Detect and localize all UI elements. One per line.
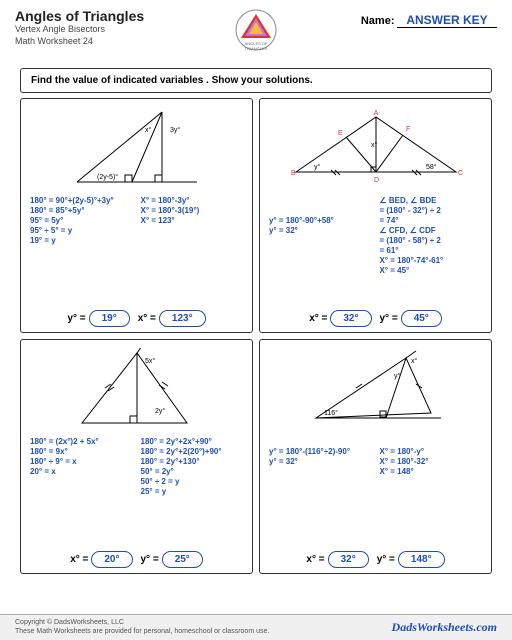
work-4b: X° = 180°-y°X° = 180°-32°X° = 148° bbox=[380, 437, 483, 545]
diagram-2: A B C D E F x° y° 58° bbox=[265, 104, 486, 194]
answer-1b: 123° bbox=[159, 310, 206, 327]
diagram-1: x° 3y° (2y-5)° bbox=[26, 104, 247, 194]
svg-text:E: E bbox=[338, 130, 343, 137]
answers-1: y° =19° x° =123° bbox=[26, 306, 247, 327]
svg-text:C: C bbox=[458, 170, 463, 177]
problem-grid: x° 3y° (2y-5)° 180° = 90°+(2y-5)°+3y°180… bbox=[0, 98, 512, 574]
title-block: Angles of Triangles Vertex Angle Bisecto… bbox=[15, 8, 223, 58]
subtitle-2: Math Worksheet 24 bbox=[15, 36, 223, 48]
page-title: Angles of Triangles bbox=[15, 8, 223, 24]
header: Angles of Triangles Vertex Angle Bisecto… bbox=[0, 0, 512, 63]
diagram-3: 5x° 2y° bbox=[26, 345, 247, 435]
instruction: Find the value of indicated variables . … bbox=[20, 68, 492, 93]
problem-1: x° 3y° (2y-5)° 180° = 90°+(2y-5)°+3y°180… bbox=[20, 98, 253, 333]
answer-3b: 25° bbox=[162, 551, 203, 568]
problem-4: x° y° 116° y° = 180°-(116°÷2)-90°y° = 32… bbox=[259, 339, 492, 574]
svg-text:x°: x° bbox=[411, 357, 418, 365]
svg-text:D: D bbox=[374, 177, 379, 184]
work-2b: ∠ BED, ∠ BDE= (180° - 32°) ÷ 2= 74°∠ CFD… bbox=[380, 196, 483, 304]
answer-3a: 20° bbox=[91, 551, 132, 568]
problem-2: A B C D E F x° y° 58° y° = 180°-90°+58°y… bbox=[259, 98, 492, 333]
subtitle-1: Vertex Angle Bisectors bbox=[15, 24, 223, 36]
answer-4b: 148° bbox=[398, 551, 445, 568]
work-1a: 180° = 90°+(2y-5)°+3y°180° = 85°+5y°95° … bbox=[30, 196, 133, 304]
problem-3: 5x° 2y° 180° = (2x°)2 + 5x°180° = 9x°180… bbox=[20, 339, 253, 574]
name-label: Name: bbox=[361, 15, 395, 27]
answer-2b: 45° bbox=[401, 310, 442, 327]
answer-4a: 32° bbox=[328, 551, 369, 568]
svg-text:5x°: 5x° bbox=[145, 357, 155, 365]
work-1b: X° = 180°-3y°X° = 180°-3(19°)X° = 123° bbox=[141, 196, 244, 304]
svg-text:B: B bbox=[291, 170, 296, 177]
footer: Copyright © DadsWorksheets, LLC These Ma… bbox=[0, 614, 512, 640]
work-1: 180° = 90°+(2y-5)°+3y°180° = 85°+5y°95° … bbox=[26, 194, 247, 306]
svg-text:y°: y° bbox=[314, 163, 321, 171]
answer-1a: 19° bbox=[89, 310, 130, 327]
work-2a: y° = 180°-90°+58°y° = 32° bbox=[269, 196, 372, 304]
work-3: 180° = (2x°)2 + 5x°180° = 9x°180° ÷ 9° =… bbox=[26, 435, 247, 547]
answer-2a: 32° bbox=[330, 310, 371, 327]
answers-2: x° =32° y° =45° bbox=[265, 306, 486, 327]
diagram-4: x° y° 116° bbox=[265, 345, 486, 435]
work-4a: y° = 180°-(116°÷2)-90°y° = 32° bbox=[269, 437, 372, 545]
work-3b: 180° = 2y°+2x°+90°180° = 2y°+2(20°)+90°1… bbox=[141, 437, 244, 545]
logo: ANGLES OF TRIANGLES bbox=[231, 8, 281, 58]
svg-text:3y°: 3y° bbox=[170, 126, 180, 134]
answer-key: ANSWER KEY bbox=[397, 13, 497, 28]
footer-brand: DadsWorksheets.com bbox=[392, 620, 497, 635]
svg-text:F: F bbox=[406, 126, 410, 133]
svg-text:(2y-5)°: (2y-5)° bbox=[97, 173, 118, 181]
answers-3: x° =20° y° =25° bbox=[26, 547, 247, 568]
svg-text:x°: x° bbox=[145, 126, 152, 134]
svg-text:A: A bbox=[373, 110, 378, 117]
footer-text: Copyright © DadsWorksheets, LLC These Ma… bbox=[15, 619, 269, 636]
work-2: y° = 180°-90°+58°y° = 32° ∠ BED, ∠ BDE= … bbox=[265, 194, 486, 306]
svg-text:2y°: 2y° bbox=[155, 407, 165, 415]
svg-text:y°: y° bbox=[394, 372, 401, 380]
svg-text:116°: 116° bbox=[324, 409, 338, 417]
svg-text:x°: x° bbox=[371, 141, 378, 149]
name-block: Name: ANSWER KEY bbox=[289, 8, 497, 58]
svg-text:58°: 58° bbox=[426, 163, 437, 171]
answers-4: x° =32° y° =148° bbox=[265, 547, 486, 568]
svg-text:TRIANGLES: TRIANGLES bbox=[245, 46, 268, 51]
work-3a: 180° = (2x°)2 + 5x°180° = 9x°180° ÷ 9° =… bbox=[30, 437, 133, 545]
work-4: y° = 180°-(116°÷2)-90°y° = 32° X° = 180°… bbox=[265, 435, 486, 547]
